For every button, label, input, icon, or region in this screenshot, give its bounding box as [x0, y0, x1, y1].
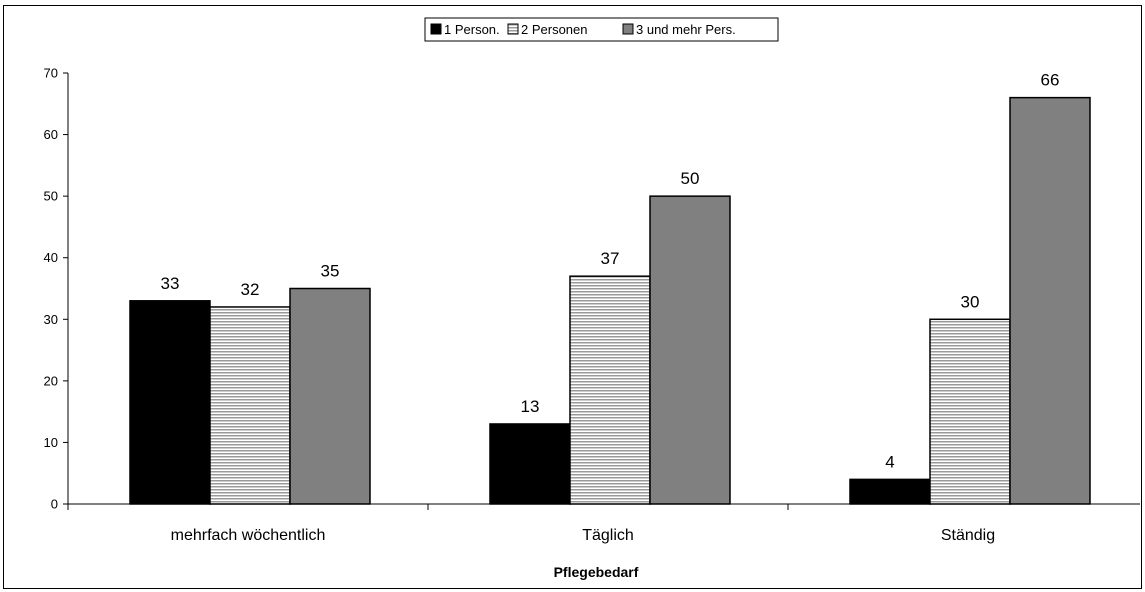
bar — [929, 318, 1011, 505]
legend-swatch — [507, 23, 519, 35]
value-label: 33 — [161, 274, 180, 293]
bars — [129, 96, 1091, 505]
y-tick-label: 40 — [44, 250, 58, 265]
y-tick-label: 50 — [44, 189, 58, 204]
value-label: 4 — [885, 452, 894, 471]
legend-label: 2 Personen — [521, 22, 588, 37]
legend-swatch — [430, 23, 442, 35]
legend-label: 1 Person. — [444, 22, 500, 37]
value-label: 30 — [961, 292, 980, 311]
value-label: 37 — [601, 249, 620, 268]
value-label: 32 — [241, 280, 260, 299]
x-category-label: Ständig — [941, 527, 995, 544]
bar — [649, 195, 731, 505]
legend-swatch — [622, 23, 634, 35]
data-labels: 33 32 35 13 37 50 4 30 66 — [161, 71, 1060, 472]
value-label: 35 — [321, 262, 340, 281]
bar — [569, 275, 651, 505]
bar — [1009, 96, 1091, 505]
legend: 1 Person. 2 Personen 3 und mehr Pers. — [424, 17, 779, 42]
value-label: 13 — [521, 397, 540, 416]
bar — [209, 306, 291, 505]
bar — [849, 478, 931, 505]
y-tick-label: 0 — [51, 497, 58, 512]
x-category-label: mehrfach wöchentlich — [171, 527, 326, 544]
bar — [489, 423, 571, 505]
y-tick-label: 70 — [44, 66, 58, 81]
y-tick-label: 10 — [44, 435, 58, 450]
x-axis-title: Pflegebedarf — [554, 564, 639, 580]
bar — [129, 300, 211, 505]
value-label: 66 — [1041, 71, 1060, 90]
y-tick-label: 60 — [44, 127, 58, 142]
y-tick-label: 30 — [44, 312, 58, 327]
x-category-label: Täglich — [582, 527, 634, 544]
bar — [289, 287, 371, 505]
value-label: 50 — [681, 169, 700, 188]
legend-label: 3 und mehr Pers. — [636, 22, 736, 37]
y-tick-label: 20 — [44, 373, 58, 388]
